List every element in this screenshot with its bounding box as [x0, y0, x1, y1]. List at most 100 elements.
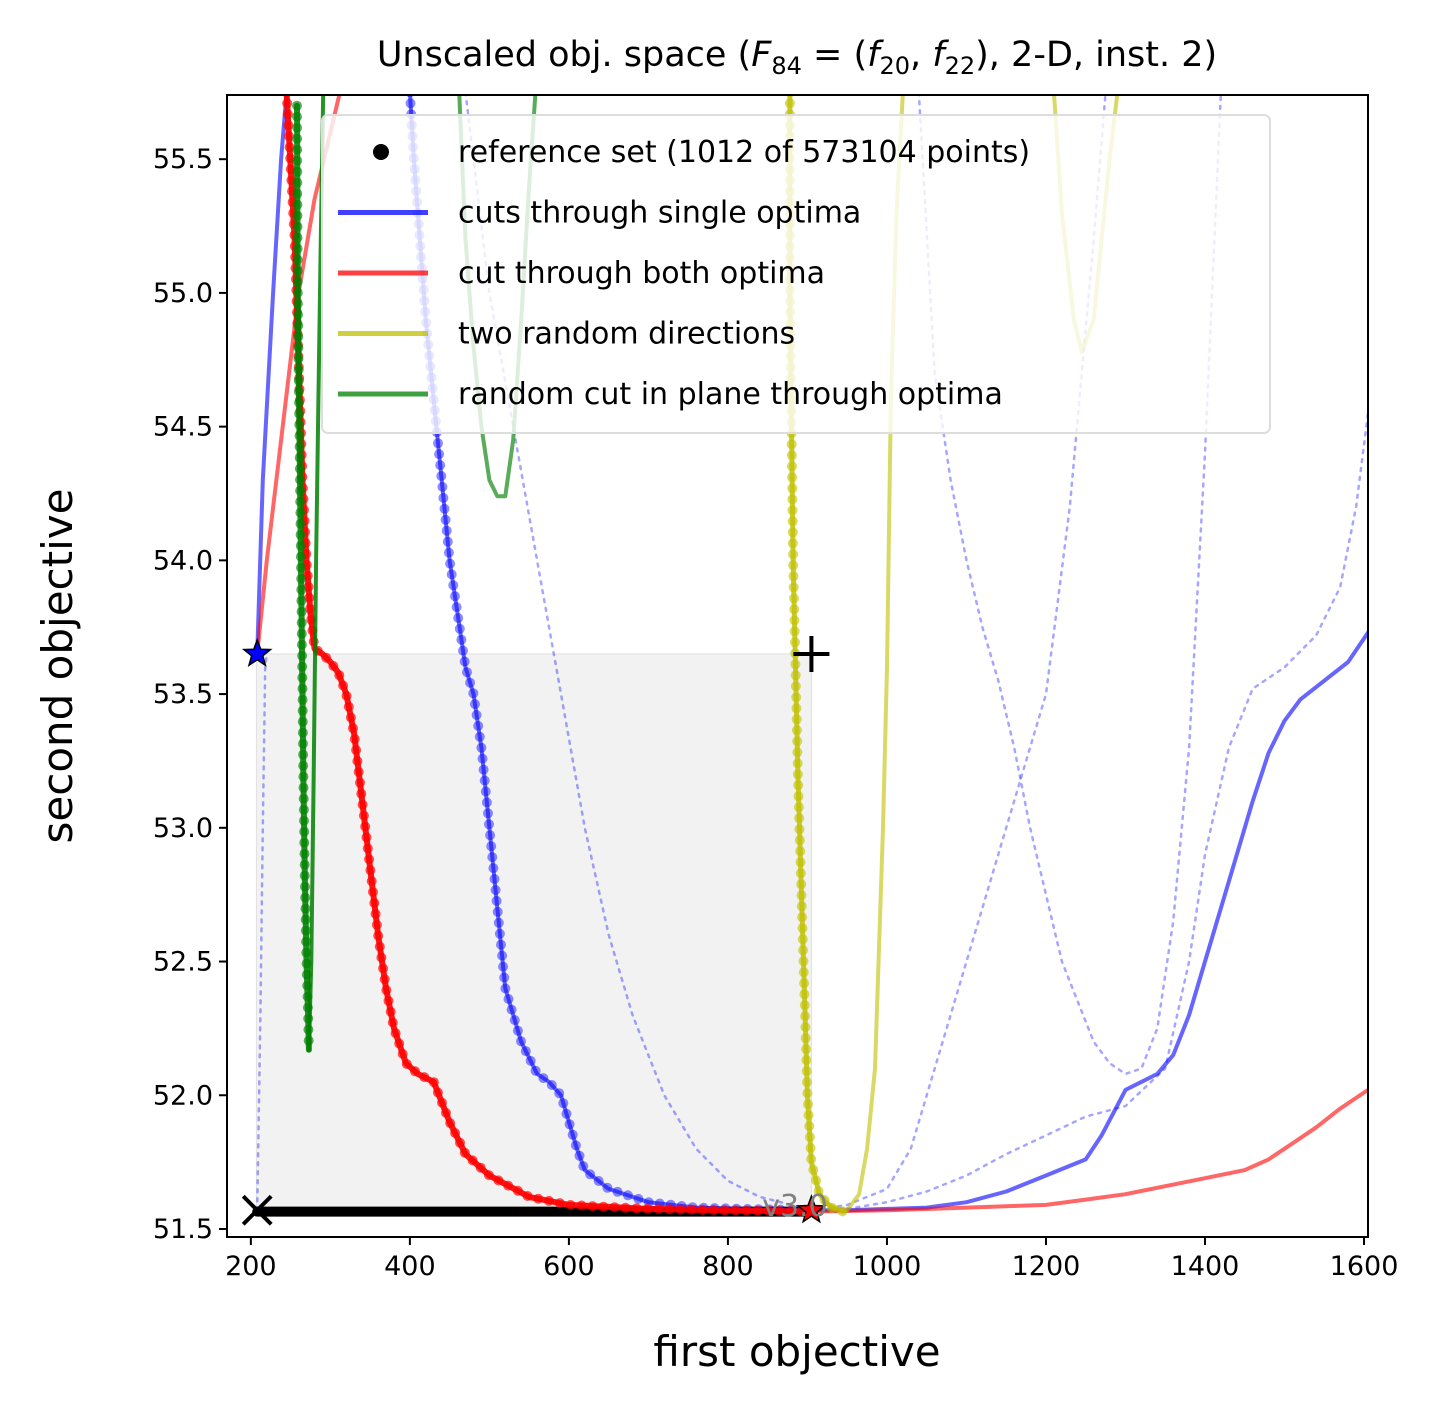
series-12-point: [787, 461, 797, 472]
legend-entry: cut through both optima: [338, 256, 825, 291]
series-15-point: [296, 617, 307, 628]
series-12-point: [800, 1022, 811, 1033]
series-10-point: [565, 1200, 576, 1210]
title-F: F: [751, 35, 772, 75]
series-10-point: [533, 1193, 544, 1204]
series-15-point: [295, 507, 306, 518]
series-1-point: [509, 1015, 520, 1026]
series-1-point: [445, 558, 456, 569]
series-line-7: [810, 412, 1368, 1212]
series-1-point: [491, 895, 502, 906]
x-axis-label: first objective: [653, 1327, 940, 1376]
series-1-point: [480, 786, 491, 797]
series-1-point: [450, 591, 460, 602]
series-12-point: [800, 1011, 811, 1022]
series-10-point: [390, 1028, 401, 1039]
series-10-point: [356, 788, 367, 799]
series-10-point: [349, 734, 360, 745]
series-1-point: [438, 492, 449, 503]
plot-area: [241, 95, 1368, 1226]
series-10-point: [503, 1180, 514, 1191]
series-12-point: [804, 1121, 815, 1132]
series-15-point: [292, 276, 303, 287]
series-6: [810, 95, 1107, 1212]
series-1-point: [453, 613, 464, 623]
series-line-6: [810, 95, 1107, 1212]
y-tick-label: 55.0: [153, 278, 213, 309]
series-1-point: [442, 536, 453, 547]
series-1-point: [433, 438, 443, 449]
series-1-point: [470, 699, 480, 710]
series-10-point: [642, 1203, 653, 1214]
series-15-point: [292, 100, 302, 111]
x-tick-label: 1400: [1171, 1251, 1240, 1282]
series-15-point: [292, 166, 303, 177]
series-15-point: [299, 859, 310, 870]
series-1-point: [454, 623, 465, 634]
series-15-point: [292, 111, 302, 122]
series-1-point: [492, 906, 503, 917]
legend: reference set (1012 of 573104 points) cut…: [321, 114, 1271, 434]
series-15-point: [292, 133, 303, 144]
series-10-point: [576, 1200, 587, 1211]
optimum-1-star: [241, 637, 273, 668]
series-1-point: [465, 677, 476, 688]
series-2: [809, 630, 1368, 1213]
series-10-point: [385, 1006, 396, 1017]
series-10-point: [345, 712, 356, 723]
series-10-point: [620, 1202, 631, 1213]
series-12-point: [803, 1099, 813, 1110]
series-10-point: [544, 1195, 554, 1206]
series-1-point: [477, 753, 488, 764]
series-1-point: [446, 569, 457, 580]
series-1-point: [462, 667, 472, 678]
series-10-point: [282, 98, 293, 109]
series-12-point: [789, 615, 800, 626]
series-1-point: [612, 1186, 623, 1197]
series-15-point: [292, 243, 303, 254]
series-1-point: [443, 547, 454, 558]
series-1-point: [538, 1073, 549, 1084]
series-15-point: [293, 320, 304, 331]
series-10-point: [383, 995, 394, 1006]
series-15-point: [298, 771, 309, 782]
series-4: [255, 652, 269, 1212]
series-15-point: [293, 386, 304, 397]
series-1-point: [456, 634, 467, 645]
series-12-point: [788, 571, 799, 582]
series-line-3: [255, 95, 289, 656]
series-12-point: [802, 1077, 812, 1088]
series-10-point: [348, 723, 358, 734]
series-1-point: [558, 1098, 569, 1109]
series-10-point: [410, 1066, 420, 1077]
series-1-point: [476, 742, 487, 753]
series-1-point: [448, 580, 459, 591]
series-10-point: [587, 1201, 598, 1212]
series-10-point: [609, 1202, 620, 1213]
series-1-point: [490, 885, 501, 895]
series-1-point: [471, 710, 482, 720]
series-10-point: [368, 887, 378, 897]
series-15-point: [298, 760, 309, 771]
series-10-point: [351, 745, 362, 755]
x-tick-label: 800: [702, 1251, 754, 1282]
series-12-point: [788, 582, 799, 593]
series-1-point: [585, 1169, 596, 1180]
series-15-point: [295, 496, 306, 507]
series-1-point: [489, 874, 500, 884]
series-15-point: [299, 870, 310, 881]
series-1-point: [564, 1119, 575, 1130]
series-15-point: [297, 650, 308, 661]
series-12-point: [788, 560, 799, 571]
series-15-point: [298, 793, 309, 804]
series-12-point: [795, 857, 806, 868]
series-15-point: [301, 947, 312, 958]
y-tick-label: 51.5: [153, 1214, 213, 1245]
series-10-point: [378, 963, 389, 974]
series-12-point: [799, 1000, 810, 1011]
series-10-point: [355, 777, 365, 788]
series-10-point: [428, 1077, 439, 1088]
x-tick-label: 1000: [853, 1251, 922, 1282]
series-10-point: [631, 1203, 642, 1214]
legend-label: cuts through single optima: [458, 196, 861, 231]
